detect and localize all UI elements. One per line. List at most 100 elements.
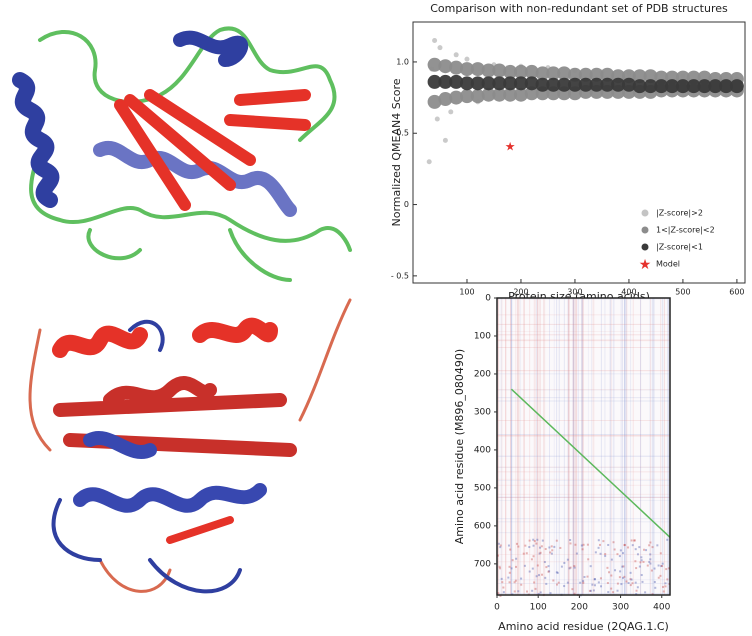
texture-dot [499,546,502,549]
texture-dot [574,543,577,546]
texture-dot [553,545,556,548]
texture-dot [610,574,613,577]
y-tick-label: 0 [485,294,491,304]
plot-frame [496,297,671,596]
protein-structure-bottom [28,298,352,594]
score-point [578,77,593,92]
texture-dot [563,585,566,588]
x-tick-label: 0 [494,603,500,613]
texture-dot [657,564,660,567]
texture-dot [597,581,600,584]
score-point [578,67,593,82]
texture-dot [665,568,668,571]
score-point [513,76,528,91]
score-point [503,64,518,79]
texture-dot [593,584,596,587]
texture-dot [607,591,610,594]
texture-dot [539,546,542,549]
texture-dot [651,546,654,549]
legend-label: |Z-score|<1 [656,243,703,252]
texture-dot [621,565,624,568]
score-point [459,76,474,91]
x-tick-label: 300 [612,603,629,613]
texture-dot [589,565,592,568]
texture-dot [631,544,634,547]
texture-dot [589,589,592,592]
texture-dot [510,567,513,570]
texture-dot [544,576,547,579]
score-point [449,60,464,75]
x-tick-label: 100 [459,288,474,297]
texture-dot [538,552,541,555]
texture-dot [638,565,641,568]
texture-dot [623,575,626,578]
score-point [449,90,464,105]
texture-dot [645,549,648,552]
x-tick-label: 200 [571,603,588,613]
texture-dot [535,542,538,545]
texture-dot [528,539,531,542]
texture-dot [540,545,543,548]
texture-dot [526,590,529,593]
score-point [434,116,440,122]
texture-dot [539,591,542,594]
y-tick-label: 600 [474,521,491,531]
texture-dot [612,591,615,594]
texture-dot [661,564,664,567]
score-point [600,67,615,82]
texture-dot [634,560,637,563]
x-tick-label: 400 [653,603,670,613]
texture-dot [648,544,651,547]
score-point [567,67,582,82]
plot-background [497,298,670,595]
texture-dot [502,591,505,594]
score-point [686,79,701,94]
score-point [524,86,539,101]
texture-dot [498,565,501,568]
texture-dot [641,580,644,583]
score-point [632,69,647,84]
legend-label: |Z-score|>2 [656,209,703,218]
texture-dot [633,539,636,542]
y-tick-label: 500 [474,483,491,493]
y-tick-label: - 0.5 [391,271,409,280]
model-point: ★ [505,140,516,154]
texture-dot [536,538,539,541]
texture-dot [497,542,500,545]
texture-dot [649,562,652,565]
texture-dot [610,558,613,561]
score-point [427,94,442,109]
score-point [589,67,604,82]
score-point [621,77,636,92]
texture-dot [635,589,638,592]
texture-dot [551,549,554,552]
legend-label: 1<|Z-score|<2 [656,226,715,235]
texture-dot [571,588,574,591]
texture-dot [507,544,510,547]
texture-dot [508,581,511,584]
texture-dot [499,567,502,570]
protein-structure-top [12,26,352,282]
texture-dot [623,544,626,547]
score-point [470,62,485,77]
texture-dot [600,585,603,588]
texture-dot [536,564,539,567]
legend-marker [641,226,649,234]
texture-dot [550,545,553,548]
y-tick-label: 300 [474,407,491,417]
texture-dot [544,548,547,551]
score-point [719,79,734,94]
texture-dot [656,544,659,547]
texture-dot [533,581,536,584]
texture-dot [556,571,559,574]
texture-dot [635,593,638,596]
score-point [470,76,485,91]
texture-dot [532,544,535,547]
texture-dot [599,577,602,580]
texture-dot [629,571,632,574]
texture-dot [640,574,643,577]
texture-dot [582,543,585,546]
texture-dot [499,544,502,547]
texture-dot [545,582,548,585]
texture-dot [524,544,527,547]
